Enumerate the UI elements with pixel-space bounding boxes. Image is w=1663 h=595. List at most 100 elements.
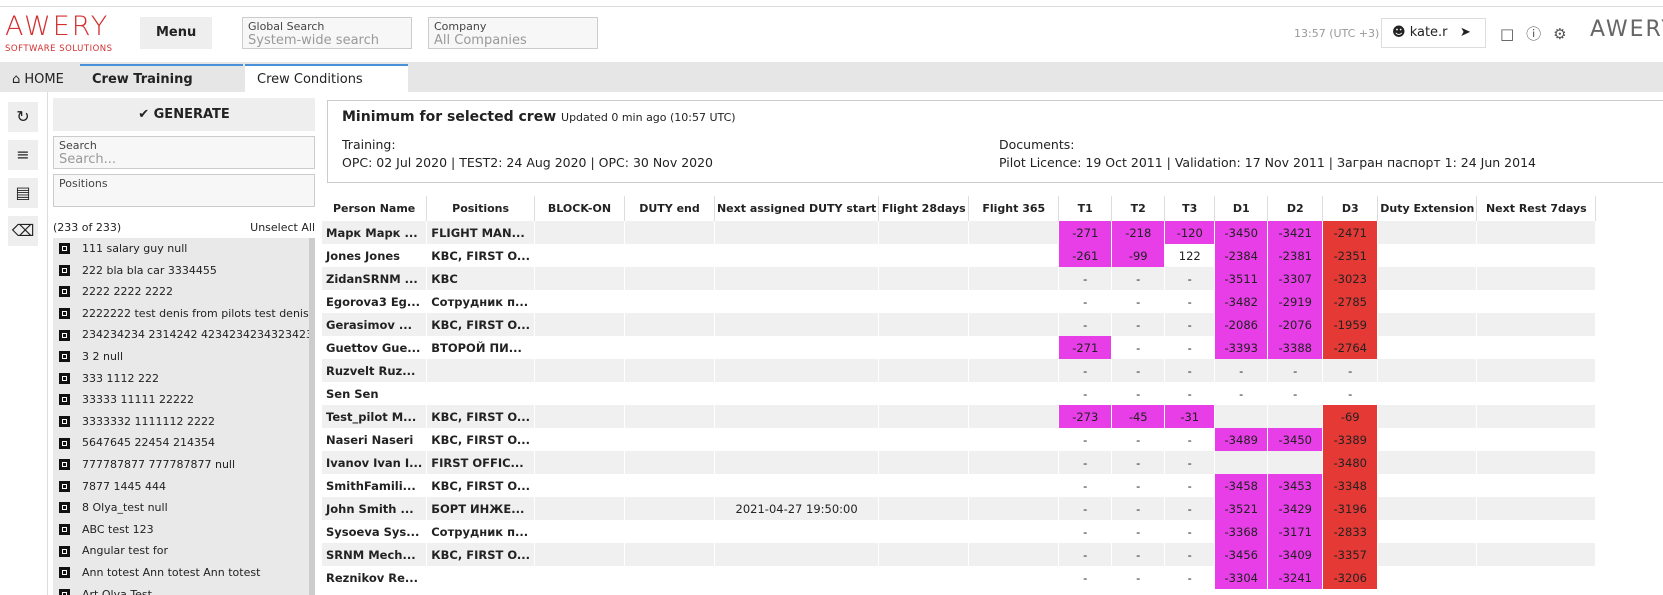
erase-button[interactable]: ⌫	[8, 216, 38, 246]
cell	[1377, 497, 1478, 520]
header-icons[interactable]: □ⓘ⚙	[1500, 25, 1579, 43]
cell: -3357	[1322, 543, 1379, 566]
tab[interactable]: Crew Training	[80, 64, 243, 92]
top-bar: AWERY SOFTWARE SOLUTIONS Menu Global Sea…	[0, 6, 1663, 62]
cell	[534, 290, 625, 313]
global-search[interactable]: Global Search System-wide search	[242, 17, 412, 49]
cell: -3241	[1267, 566, 1324, 589]
cell	[968, 221, 1060, 244]
cell: Sen Sen	[322, 382, 428, 405]
item-label: Angular test for	[82, 544, 169, 558]
cell	[624, 382, 715, 405]
cell: КВС, FIRST O...	[426, 244, 535, 267]
list-item[interactable]: Angular test for	[53, 540, 315, 562]
cell: -3304	[1214, 566, 1269, 589]
tab[interactable]: ⌂ HOME	[12, 72, 64, 87]
column-header: Next Rest 7days	[1476, 196, 1597, 221]
table-row: ZidanSRNM ... КВС - - - -3511 -3307 -3023	[322, 267, 1597, 290]
checkbox	[59, 524, 70, 536]
cell: -99	[1111, 244, 1166, 267]
cell: -	[1164, 267, 1216, 290]
tab-bar: ⌂ HOME Crew Training Crew Conditions	[0, 62, 1663, 92]
field-label: Global Search	[248, 20, 325, 33]
cell	[968, 543, 1060, 566]
list-item[interactable]: 2222 2222 2222	[53, 281, 315, 303]
cell	[878, 382, 970, 405]
list-item[interactable]: 7877 1445 444	[53, 476, 315, 498]
field-label: Company	[434, 20, 487, 33]
cell: -	[1111, 566, 1166, 589]
list-item[interactable]: 111 salary guy null	[53, 238, 315, 260]
document-button[interactable]: ▤	[8, 178, 38, 208]
table-row: Марк Марк ... FLIGHT MAN... -271 -218 -120 -3…	[322, 221, 1597, 244]
table-row: Test_pilot M... КВС, FIRST O... -273 -45 -31…	[322, 405, 1597, 428]
field-label: Positions	[59, 177, 108, 190]
search-field[interactable]: Search Search...	[53, 136, 315, 169]
list-item[interactable]: 8 Olya_test null	[53, 497, 315, 519]
cell	[624, 244, 715, 267]
cell	[1377, 382, 1478, 405]
cell: -	[1058, 382, 1113, 405]
generate-button[interactable]: ✔ GENERATE	[53, 98, 315, 131]
cell	[968, 428, 1060, 451]
list-item[interactable]: 2222222 test denis from pilots test deni…	[53, 303, 315, 325]
cell	[1476, 520, 1597, 543]
list-item[interactable]: 222 bla bla car 3334455	[53, 260, 315, 282]
logo[interactable]: AWERY	[5, 11, 110, 42]
cell	[714, 543, 880, 566]
cell	[714, 382, 880, 405]
item-label: 234234234 2314242 4234234234323423	[82, 328, 313, 342]
cell: -3458	[1214, 474, 1269, 497]
scrollbar[interactable]	[309, 238, 315, 595]
cell: Test_pilot M...	[322, 405, 428, 428]
filter-button[interactable]: ≡	[8, 140, 38, 170]
list-item[interactable]: 777787877 777787877 null	[53, 454, 315, 476]
cell	[968, 474, 1060, 497]
cell	[1476, 497, 1597, 520]
cell	[624, 474, 715, 497]
menu-button[interactable]: Menu	[140, 17, 212, 49]
cell: -	[1164, 428, 1216, 451]
table-row: Guettov Gue... ВТОРОЙ ПИ... -271- - -3393 -33…	[322, 336, 1597, 359]
list-item[interactable]: 3 2 null	[53, 346, 315, 368]
table-row: SmithFamili... КВС, FIRST O... - - - -3458 -34…	[322, 474, 1597, 497]
cell: -2384	[1214, 244, 1269, 267]
list-item[interactable]: 5647645 22454 214354	[53, 432, 315, 454]
cell: -3348	[1322, 474, 1379, 497]
list-item[interactable]: 234234234 2314242 4234234234323423	[53, 324, 315, 346]
company-select[interactable]: Company All Companies	[428, 17, 598, 49]
cell	[714, 267, 880, 290]
unselect-all[interactable]: Unselect All	[250, 221, 315, 234]
list-item[interactable]: ABC test 123	[53, 519, 315, 541]
item-label: 3 2 null	[82, 349, 124, 363]
checkbox	[59, 243, 70, 255]
positions-select[interactable]: Positions	[53, 174, 315, 207]
cell	[968, 520, 1060, 543]
cell: SmithFamili...	[322, 474, 428, 497]
checkbox	[59, 286, 70, 298]
list-item[interactable]: Ann totest Ann totest Ann totest	[53, 562, 315, 584]
checkbox	[59, 416, 70, 428]
list-item[interactable]: 333 1112 222	[53, 368, 315, 390]
cell	[624, 497, 715, 520]
user-button[interactable]: ☻ kate.r ➤	[1381, 18, 1486, 48]
cell	[1377, 543, 1478, 566]
item-label: 2222222 test denis from pilots test deni…	[82, 306, 315, 320]
cell: -3521	[1214, 497, 1269, 520]
cell	[1476, 359, 1597, 382]
item-label: 7877 1445 444	[82, 479, 166, 493]
list-item[interactable]: Art Olya Test	[53, 584, 315, 595]
cell: -	[1058, 290, 1113, 313]
refresh-button[interactable]: ↻	[8, 102, 38, 132]
column-header: Person Name	[322, 196, 428, 221]
cell: -1959	[1322, 313, 1379, 336]
list-item[interactable]: 3333332 1111112 2222	[53, 411, 315, 433]
list-item[interactable]: 33333 11111 22222	[53, 389, 315, 411]
cell: КВС, FIRST O...	[426, 313, 535, 336]
tab[interactable]: Crew Conditions	[245, 64, 408, 92]
cell	[1377, 290, 1478, 313]
cell: -3453	[1267, 474, 1324, 497]
cell	[714, 244, 880, 267]
cell: -2785	[1322, 290, 1379, 313]
